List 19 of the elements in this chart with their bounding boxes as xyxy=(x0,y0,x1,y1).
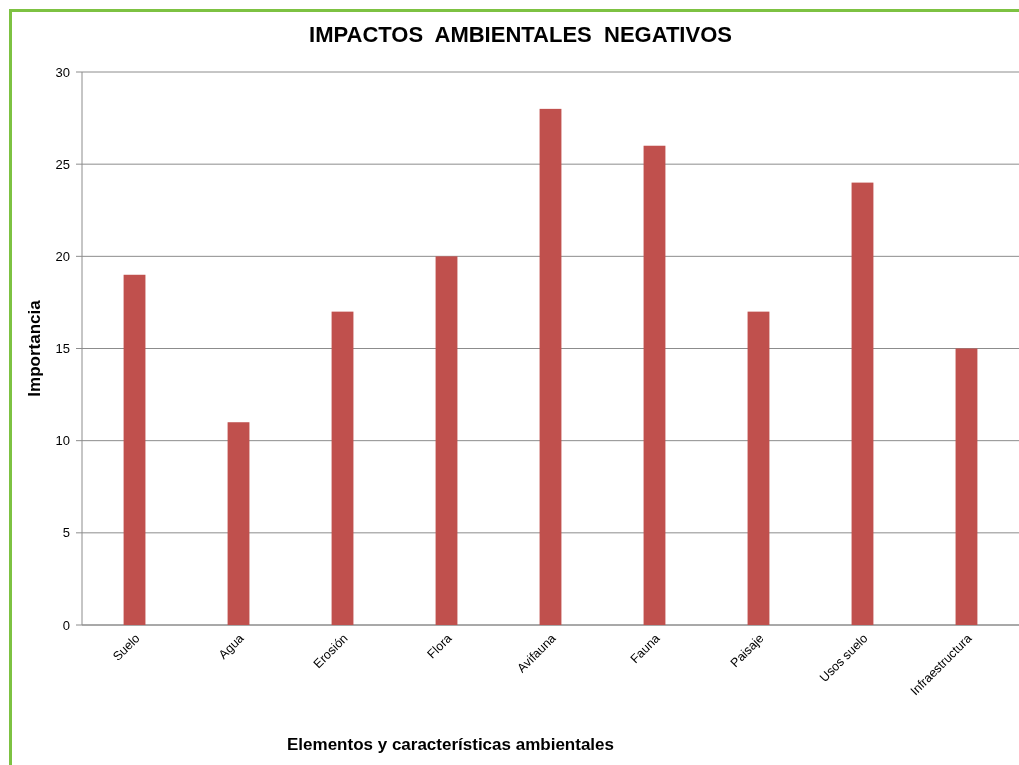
x-axis-title: Elementos y características ambientales xyxy=(287,735,614,754)
bar xyxy=(435,256,458,625)
y-axis-title: Importancia xyxy=(25,299,44,397)
y-tick-label: 25 xyxy=(55,156,70,172)
bar xyxy=(643,145,666,625)
chart-title: IMPACTOS AMBIENTALES NEGATIVOS xyxy=(309,22,732,47)
bar xyxy=(955,348,978,625)
y-tick-label: 30 xyxy=(55,64,70,80)
bar xyxy=(331,311,354,625)
y-tick-label: 5 xyxy=(62,525,70,541)
y-tick-label: 15 xyxy=(55,341,70,357)
y-tick-label: 20 xyxy=(55,248,70,264)
y-tick-label: 10 xyxy=(55,433,70,449)
y-tick-label: 0 xyxy=(62,617,70,633)
bar xyxy=(123,274,146,625)
bar xyxy=(227,422,250,625)
bar xyxy=(851,182,874,625)
bar xyxy=(747,311,770,625)
bar xyxy=(539,108,562,625)
